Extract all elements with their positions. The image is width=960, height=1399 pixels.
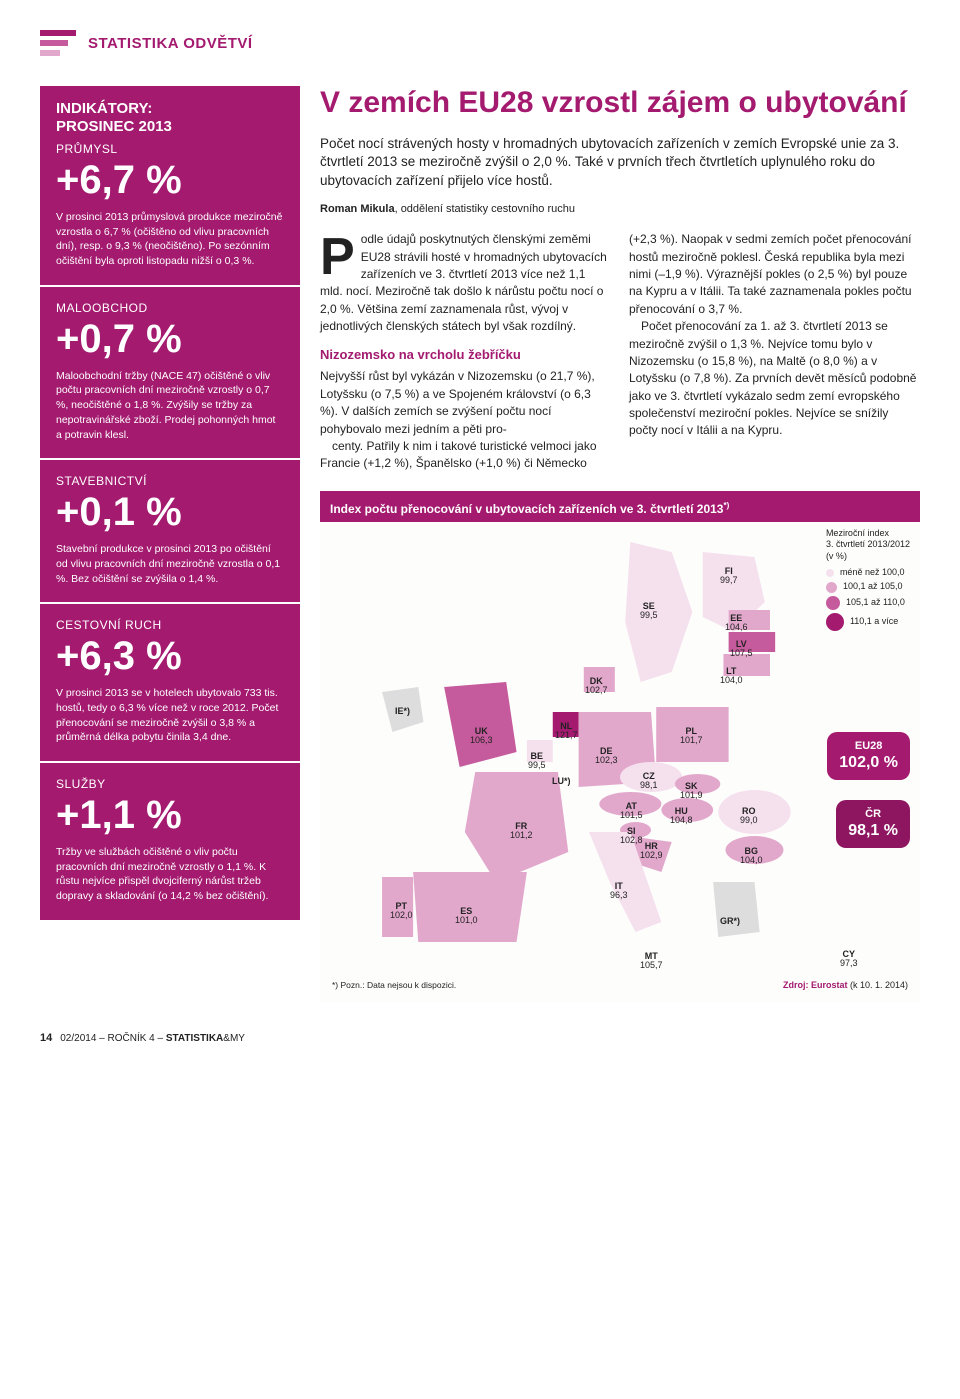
footer-issue: 02/2014 – ROČNÍK 4 – [60,1033,166,1044]
legend-label: méně než 100,0 [840,567,905,579]
legend-row: 110,1 a více [826,613,910,631]
country-label: IE*) [395,707,410,716]
article-p2: Nejvyšší růst byl vykázán v Nizozemsku (… [320,368,611,438]
country-label: IT96,3 [610,882,628,901]
indicator-label: PRŮMYSL [56,142,284,156]
country-label: DK102,7 [585,677,608,696]
country-label: CY97,3 [840,950,858,969]
country-label: LU*) [552,777,571,786]
legend-title: Meziroční index 3. čtvrtletí 2013/2012 (… [826,528,910,563]
byline-name: Roman Mikula [320,203,395,215]
country-label: UK106,3 [470,727,493,746]
page-footer: 14 02/2014 – ROČNÍK 4 – STATISTIKA&MY [40,1032,920,1044]
page-number: 14 [40,1032,52,1044]
footer-mag1: STATISTIKA [166,1033,223,1044]
indicator-label: STAVEBNICTVÍ [56,474,284,488]
legend-row: méně než 100,0 [826,567,910,579]
indicator-label: SLUŽBY [56,777,284,791]
map-panel: Index počtu přenocování v ubytovacích za… [320,491,920,1002]
sidebar-title: INDIKÁTORY: PROSINEC 2013 [56,100,284,136]
indicator-label: MALOOBCHOD [56,301,284,315]
article-subhead: Nizozemsko na vrcholu žebříčku [320,346,611,365]
indicator-label: CESTOVNÍ RUCH [56,618,284,632]
country-label: EE104,6 [725,614,748,633]
indicator-desc: Maloobchodní tržby (NACE 47) očištěné o … [56,369,284,442]
country-label: PT102,0 [390,902,413,921]
source-label: Zdroj: Eurostat [783,980,848,990]
indicator-desc: Stavební produkce v prosinci 2013 po oči… [56,542,284,586]
country-label: LT104,0 [720,667,743,686]
country-label: HU104,8 [670,807,693,826]
legend-row: 105,1 až 110,0 [826,596,910,610]
indicator-block: CESTOVNÍ RUCH +6,3 % V prosinci 2013 se … [40,604,300,761]
country-label: SK101,9 [680,782,703,801]
country-label: RO99,0 [740,807,758,826]
legend-label: 100,1 až 105,0 [843,581,903,593]
map-title: Index počtu přenocování v ubytovacích za… [320,495,920,522]
indicator-value: +0,7 % [56,317,284,361]
map-body: Meziroční index 3. čtvrtletí 2013/2012 (… [320,522,920,1002]
legend-dot-icon [826,569,834,577]
indicator-value: +1,1 % [56,793,284,837]
article-body: Podle údajů poskytnutých členskými zeměm… [320,231,920,473]
country-label: BE99,5 [528,752,546,771]
country-label: ES101,0 [455,907,478,926]
country-label: FR101,2 [510,822,533,841]
indicators-sidebar: INDIKÁTORY: PROSINEC 2013 PRŮMYSL +6,7 %… [40,86,300,1002]
map-source: Zdroj: Eurostat (k 10. 1. 2014) [783,980,908,990]
indicator-value: +6,7 % [56,158,284,202]
article-p1: Podle údajů poskytnutých členskými zeměm… [320,231,611,335]
box-label: EU28 [855,740,883,752]
country-label: GR*) [720,917,740,926]
indicator-desc: V prosinci 2013 průmyslová produkce mezi… [56,210,284,269]
country-label: NL121,7 [555,722,578,741]
legend-dot-icon [826,613,844,631]
indicator-block: MALOOBCHOD +0,7 % Maloobchodní tržby (NA… [40,287,300,458]
legend-dot-icon [826,596,840,610]
country-label: DE102,3 [595,747,618,766]
indicator-block: STAVEBNICTVÍ +0,1 % Stavební produkce v … [40,460,300,602]
byline-dept: , oddělení statistiky cestovního ruchu [395,203,575,215]
indicator-value: +6,3 % [56,634,284,678]
indicator-block: INDIKÁTORY: PROSINEC 2013 PRŮMYSL +6,7 %… [40,86,300,285]
section-title: STATISTIKA ODVĚTVÍ [88,35,253,52]
source-date: (k 10. 1. 2014) [847,980,908,990]
indicator-block: SLUŽBY +1,1 % Tržby ve službách očištěné… [40,763,300,920]
legend-label: 105,1 až 110,0 [846,597,905,609]
legend-row: 100,1 až 105,0 [826,581,910,593]
country-label: AT101,5 [620,802,643,821]
section-header: STATISTIKA ODVĚTVÍ [40,30,920,56]
indicator-desc: V prosinci 2013 se v hotelech ubytovalo … [56,686,284,745]
indicator-desc: Tržby ve službách očištěné o vliv počtu … [56,845,284,904]
map-title-text: Index počtu přenocování v ubytovacích za… [330,502,723,516]
country-label: SE99,5 [640,602,658,621]
article-lead: Počet nocí strávených hosty v hromadných… [320,135,920,192]
country-label: PL101,7 [680,727,703,746]
box-label: ČR [865,808,881,820]
country-label: MT105,7 [640,952,663,971]
header-stripes-icon [40,30,76,56]
country-label: FI99,7 [720,567,738,586]
box-value: 98,1 % [848,822,898,840]
article-byline: Roman Mikula, oddělení statistiky cestov… [320,203,920,215]
legend-label: 110,1 a více [850,616,898,628]
country-label: LV107,5 [730,640,753,659]
map-eu-box: EU28 102,0 % [827,732,910,780]
article: V zemích EU28 vzrostl zájem o ubytování … [320,86,920,1002]
article-p4: Počet přenocování za 1. až 3. čtvrtletí … [629,318,920,440]
footer-mag2: &MY [223,1033,245,1044]
legend-dot-icon [826,582,837,593]
country-label: HR102,9 [640,842,663,861]
map-legend: Meziroční index 3. čtvrtletí 2013/2012 (… [826,528,910,634]
article-title: V zemích EU28 vzrostl zájem o ubytování [320,86,920,121]
country-label: BG104,0 [740,847,763,866]
map-cr-box: ČR 98,1 % [836,800,910,848]
map-title-sup: *) [723,501,729,510]
map-note: *) Pozn.: Data nejsou k dispozici. [332,980,456,990]
indicator-value: +0,1 % [56,490,284,534]
box-value: 102,0 % [839,754,898,772]
country-label: CZ98,1 [640,772,658,791]
